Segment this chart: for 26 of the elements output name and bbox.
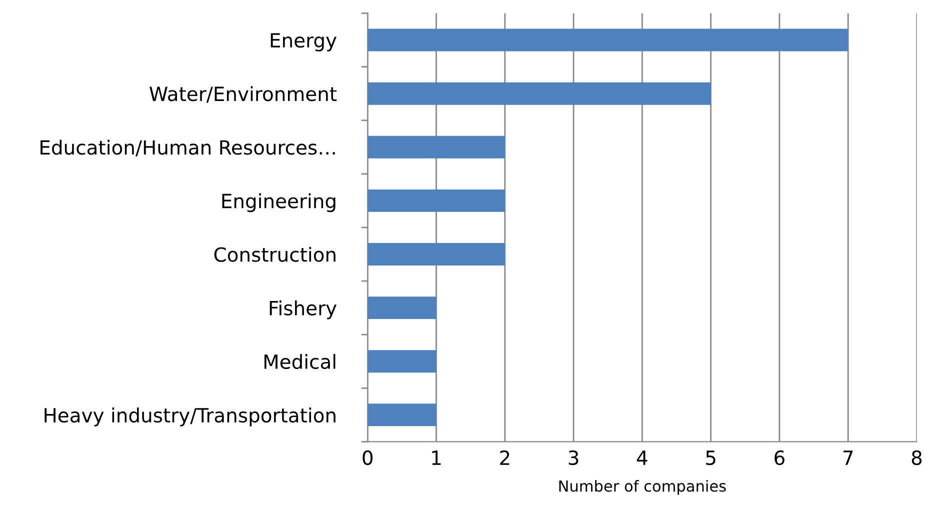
x-tick-label: 5 xyxy=(706,450,716,466)
bar xyxy=(368,82,711,105)
y-tick-label: Medical xyxy=(264,354,336,370)
bar xyxy=(368,243,505,266)
y-tick-label: Engineering xyxy=(222,193,336,212)
y-tick-label: Heavy industry/Transportation xyxy=(44,408,336,426)
x-tick-label: 7 xyxy=(844,450,853,465)
y-tick-label: Construction xyxy=(214,246,336,262)
bar xyxy=(368,189,505,212)
x-tick-label: 3 xyxy=(568,450,578,466)
x-axis-title: Number of companies xyxy=(559,480,726,495)
y-tick-label: Energy xyxy=(270,33,336,52)
x-tick-label: 2 xyxy=(500,450,510,465)
bar xyxy=(368,28,848,52)
x-tick-label: 1 xyxy=(432,450,441,465)
y-tick-label: Education/Human Resources… xyxy=(40,140,335,156)
bar xyxy=(368,296,436,320)
bar xyxy=(368,350,436,373)
y-tick-label: Fishery xyxy=(270,300,336,320)
x-tick-label: 8 xyxy=(912,450,922,466)
x-tick-label: 4 xyxy=(636,450,648,465)
x-tick-label: 6 xyxy=(774,450,784,466)
x-tick-label: 0 xyxy=(362,450,373,466)
y-tick-label: Water/Environment xyxy=(150,86,337,103)
bar xyxy=(368,136,505,158)
bar xyxy=(368,404,436,426)
